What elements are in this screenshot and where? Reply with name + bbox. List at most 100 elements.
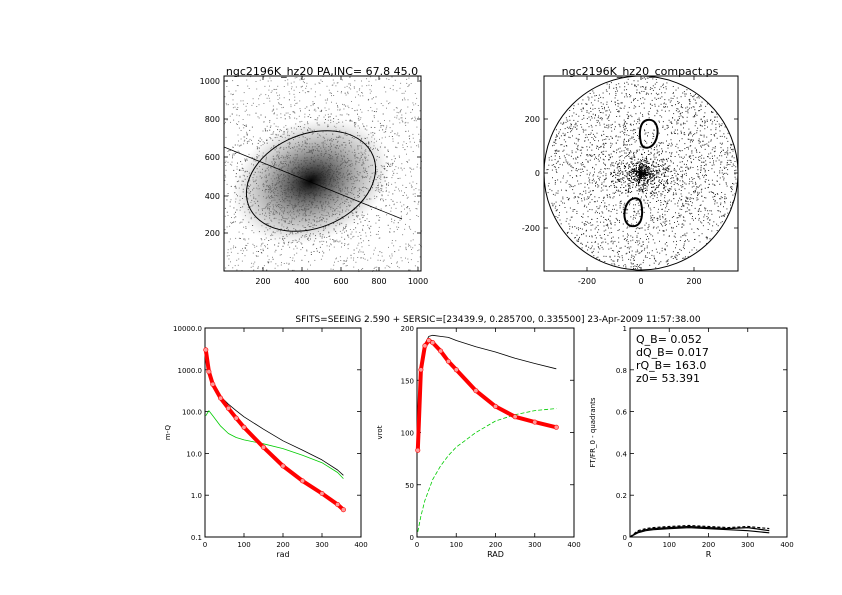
particle: [565, 117, 567, 119]
particle: [586, 206, 588, 208]
particle: [677, 122, 679, 124]
noise-pixel: [274, 267, 276, 269]
particle: [684, 143, 686, 145]
particle: [598, 147, 600, 148]
noise-pixel: [242, 124, 244, 126]
particle: [723, 166, 725, 168]
noise-pixel: [375, 111, 377, 113]
particle: [595, 114, 596, 116]
noise-pixel: [321, 109, 323, 111]
noise-pixel: [388, 182, 390, 184]
noise-pixel: [414, 265, 416, 267]
particle: [698, 219, 700, 221]
particle: [605, 173, 607, 175]
particle: [652, 220, 654, 222]
particle: [628, 183, 630, 185]
noise-pixel: [283, 126, 285, 128]
noise-pixel: [377, 254, 379, 256]
particle: [631, 116, 633, 118]
noise-pixel: [299, 92, 301, 93]
particle: [609, 232, 611, 234]
particle: [688, 128, 690, 130]
particle: [730, 191, 732, 193]
noise-pixel: [414, 93, 416, 94]
particle: [660, 261, 662, 263]
noise-pixel: [257, 266, 259, 268]
particle: [722, 149, 724, 151]
particle: [669, 190, 671, 192]
particle: [616, 187, 618, 188]
particle: [670, 131, 672, 133]
noise-pixel: [396, 134, 398, 136]
noise-pixel: [225, 267, 227, 269]
noise-pixel: [232, 103, 234, 105]
noise-pixel: [319, 94, 321, 96]
noise-pixel: [413, 168, 415, 170]
particle: [660, 142, 662, 144]
noise-pixel: [246, 141, 248, 143]
particle: [618, 229, 620, 231]
particle: [680, 214, 682, 216]
particle: [576, 175, 578, 177]
particle: [590, 229, 592, 231]
noise-pixel: [358, 119, 360, 121]
noise-pixel: [264, 245, 266, 247]
particle: [610, 142, 612, 144]
noise-pixel: [394, 189, 396, 191]
particle: [612, 162, 614, 164]
noise-pixel: [252, 98, 254, 100]
particle: [576, 240, 578, 242]
noise-pixel: [340, 260, 342, 261]
particle: [711, 123, 713, 125]
noise-pixel: [383, 86, 385, 88]
particle: [598, 185, 600, 187]
noise-pixel: [381, 124, 383, 126]
noise-pixel: [278, 103, 280, 105]
particle: [661, 208, 663, 210]
particle: [627, 192, 629, 194]
noise-pixel: [239, 238, 241, 239]
particle: [679, 197, 681, 199]
particle: [650, 87, 652, 89]
particle: [693, 139, 694, 141]
particle: [694, 125, 696, 127]
particle: [642, 165, 644, 167]
noise-pixel: [344, 92, 346, 94]
particle: [650, 217, 652, 219]
particle: [615, 135, 617, 137]
particle: [716, 202, 718, 204]
particle: [594, 212, 596, 214]
particle: [591, 155, 593, 157]
particle: [595, 210, 597, 212]
particle: [675, 170, 677, 172]
noise-pixel: [343, 108, 345, 110]
particle: [727, 147, 729, 149]
noise-pixel: [346, 257, 348, 259]
particle: [608, 227, 609, 229]
particle: [599, 259, 601, 261]
noise-pixel: [335, 258, 337, 260]
particle: [600, 112, 602, 113]
noise-pixel: [373, 253, 374, 255]
noise-pixel: [246, 138, 248, 139]
particle: [601, 237, 603, 239]
noise-pixel: [239, 145, 241, 147]
noise-pixel: [391, 221, 393, 223]
particle: [627, 111, 629, 113]
particle: [657, 232, 659, 234]
noise-pixel: [408, 243, 409, 245]
noise-pixel: [237, 162, 238, 164]
particle: [616, 252, 618, 254]
particle: [722, 176, 724, 178]
particle: [681, 223, 683, 225]
galaxy-image-y-tick-labels: 200 400 600 800 1000: [200, 77, 220, 238]
particle: [595, 156, 597, 158]
noise-pixel: [388, 191, 390, 193]
noise-pixel: [317, 107, 319, 109]
particle: [565, 161, 567, 163]
particle: [621, 161, 623, 163]
particle: [571, 185, 573, 187]
noise-pixel: [279, 104, 281, 105]
noise-pixel: [366, 85, 368, 87]
noise-pixel: [417, 144, 419, 146]
